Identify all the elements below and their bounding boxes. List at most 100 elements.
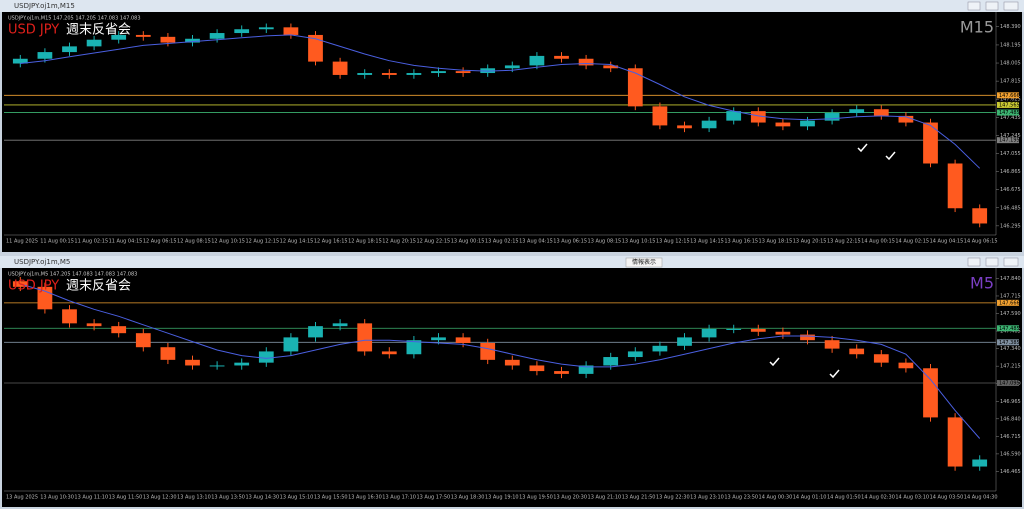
candle-body <box>308 326 323 338</box>
y-tick-label: 147.715 <box>1000 293 1021 299</box>
y-tick-label: 146.485 <box>1000 205 1021 211</box>
y-tick-label: 147.245 <box>1000 133 1021 139</box>
candle-body <box>455 71 471 74</box>
close-button[interactable] <box>1003 257 1019 267</box>
candle-body <box>750 111 766 123</box>
price-level-label: 147.485 <box>999 326 1020 332</box>
check-mark <box>885 151 896 161</box>
candle-body <box>209 33 225 39</box>
candle-body <box>775 331 791 335</box>
check-mark <box>857 143 868 153</box>
time-label: 14 Aug 03:10 <box>895 495 929 501</box>
time-label: 13 Aug 02:15 <box>485 239 519 245</box>
time-label: 14 Aug 02:30 <box>861 495 895 501</box>
candle-body <box>455 337 471 343</box>
time-label: 13 Aug 18:15 <box>759 239 793 245</box>
time-label: 11 Aug 2025 <box>6 239 38 245</box>
timeframe: M5 <box>970 274 994 293</box>
y-tick-label: 146.465 <box>1000 469 1021 475</box>
y-tick-label: 146.295 <box>1000 223 1021 229</box>
time-label: 13 Aug 23:50 <box>724 495 758 501</box>
candle-body <box>308 34 323 62</box>
close-button[interactable] <box>1003 1 1019 11</box>
candle-body <box>234 362 250 366</box>
candle-body <box>111 326 127 334</box>
candle-body <box>849 109 865 114</box>
candle-body <box>480 343 496 360</box>
candle-body <box>86 39 102 47</box>
y-tick-label: 148.390 <box>1000 24 1021 30</box>
info-button-label[interactable]: 情報表示 <box>632 258 656 266</box>
maximize-button[interactable] <box>985 257 999 267</box>
candle-body <box>578 58 594 66</box>
candle-body <box>726 328 742 330</box>
time-label: 13 Aug 15:10 <box>280 495 314 501</box>
candle-body <box>972 459 988 467</box>
time-label: 13 Aug 17:10 <box>382 495 416 501</box>
time-label: 12 Aug 22:15 <box>416 239 450 245</box>
candle-body <box>406 340 422 355</box>
y-tick-label: 148.005 <box>1000 61 1021 67</box>
price-level-tag <box>997 339 1019 346</box>
time-label: 13 Aug 15:50 <box>314 495 348 501</box>
candle-body <box>62 309 77 324</box>
y-tick-label: 146.840 <box>1000 416 1021 422</box>
time-label: 12 Aug 06:15 <box>143 239 177 245</box>
y-tick-label: 147.625 <box>1000 97 1021 103</box>
candle-body <box>578 365 594 374</box>
candle-body <box>357 323 373 352</box>
price-level-tag <box>997 92 1019 99</box>
candle-body <box>947 417 963 467</box>
candle-body <box>234 29 250 34</box>
time-label: 13 Aug 06:15 <box>553 239 587 245</box>
time-label: 14 Aug 02:15 <box>895 239 929 245</box>
chart-window <box>2 268 1022 507</box>
candle-body <box>898 115 914 123</box>
maximize-button[interactable] <box>985 1 999 11</box>
candle-body <box>775 122 791 127</box>
moving-average <box>20 283 981 439</box>
y-tick-label: 146.965 <box>1000 399 1021 405</box>
time-label: 14 Aug 01:50 <box>827 495 861 501</box>
candle-body <box>135 333 151 348</box>
candle-body <box>283 337 299 352</box>
candle-body <box>111 34 127 40</box>
price-level-tag <box>997 299 1019 306</box>
time-label: 13 Aug 18:30 <box>451 495 485 501</box>
candle-body <box>431 71 446 74</box>
candle-body <box>554 371 569 374</box>
candle-body <box>972 208 988 224</box>
candle-body <box>726 111 742 121</box>
time-label: 14 Aug 06:15 <box>964 239 998 245</box>
time-label: 13 Aug 11:10 <box>74 495 108 501</box>
candle-body <box>800 334 815 341</box>
candle-body <box>332 323 348 327</box>
candle-body <box>258 351 274 363</box>
candle-body <box>160 36 176 43</box>
time-label: 12 Aug 12:15 <box>245 239 279 245</box>
candle-body <box>627 351 643 358</box>
time-label: 13 Aug 04:15 <box>519 239 553 245</box>
candle-body <box>873 109 889 116</box>
time-label: 12 Aug 16:15 <box>314 239 348 245</box>
minimize-button[interactable] <box>967 257 981 267</box>
candle-body <box>381 351 397 355</box>
time-label: 12 Aug 18:15 <box>348 239 382 245</box>
window-title: USDJPY.oj1m,M5 <box>14 258 70 266</box>
candle-body <box>504 359 520 366</box>
price-level-tag <box>997 325 1019 332</box>
time-label: 11 Aug 00:15 <box>40 239 74 245</box>
y-tick-label: 146.590 <box>1000 451 1021 457</box>
candle-body <box>504 65 520 69</box>
time-label: 13 Aug 19:10 <box>485 495 519 501</box>
time-label: 11 Aug 04:15 <box>109 239 143 245</box>
time-label: 13 Aug 20:15 <box>793 239 827 245</box>
candle-body <box>652 106 668 126</box>
candle-body <box>209 365 225 367</box>
info-button[interactable] <box>625 257 663 268</box>
candle-body <box>800 120 815 127</box>
minimize-button[interactable] <box>967 1 981 11</box>
candle-body <box>86 323 102 327</box>
candle-body <box>824 340 840 349</box>
